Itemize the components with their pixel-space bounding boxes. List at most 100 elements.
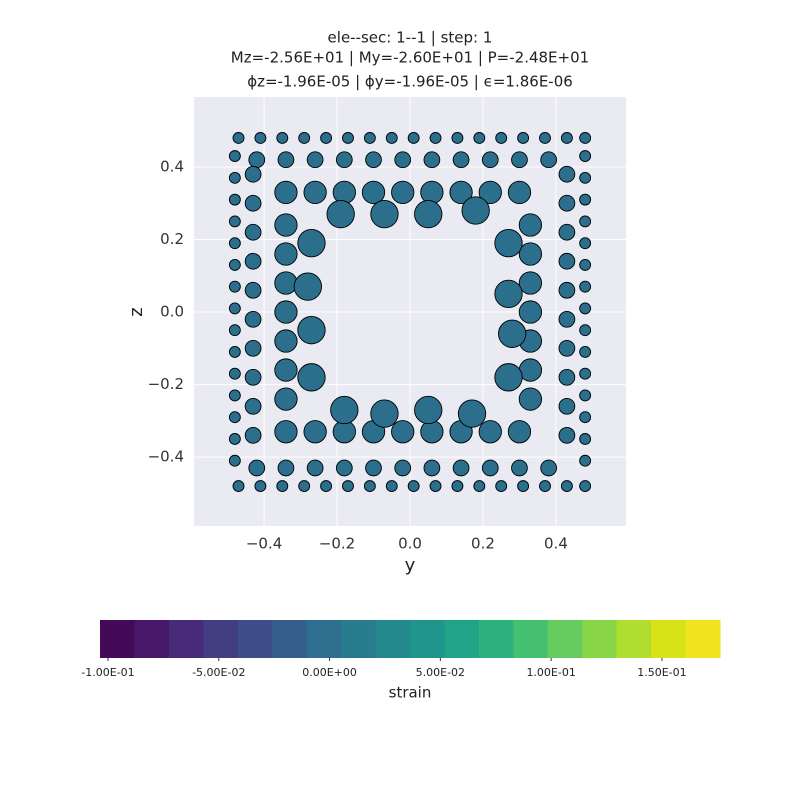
fiber: [517, 132, 530, 144]
fiber: [342, 132, 354, 144]
fiber: [473, 480, 486, 493]
fiber: [363, 480, 376, 493]
fiber: [579, 258, 592, 271]
y-tick-label: 0.2: [160, 230, 184, 248]
fiber: [228, 411, 241, 424]
fiber: [274, 180, 298, 205]
fiber: [274, 213, 298, 237]
colorbar-tick-label: 1.00E-01: [526, 666, 575, 679]
fiber: [461, 196, 490, 225]
fiber: [276, 132, 289, 144]
fiber: [420, 420, 444, 444]
fiber: [274, 358, 298, 382]
colorbar-tick-label: 1.50E-01: [637, 666, 686, 679]
fiber: [451, 132, 464, 144]
fiber: [478, 180, 502, 205]
fiber: [320, 132, 333, 144]
colorbar-segment: [616, 620, 652, 658]
fiber: [228, 215, 241, 228]
fiber: [518, 387, 543, 411]
fiber: [330, 395, 359, 425]
fiber: [320, 480, 333, 493]
fiber: [579, 367, 592, 380]
fiber: [449, 180, 473, 205]
fiber: [228, 454, 241, 467]
fiber: [244, 368, 262, 386]
fiber: [365, 151, 382, 169]
fiber: [228, 433, 241, 445]
fiber: [293, 272, 322, 301]
fiber: [420, 180, 444, 205]
fiber: [248, 151, 266, 169]
chart-subtitle: ϕz=-1.96E-05 | ϕy=-1.96E-05 | ϵ=1.86E-06: [247, 73, 573, 91]
fiber: [274, 242, 298, 266]
fiber: [498, 319, 527, 348]
fiber: [370, 199, 399, 229]
fiber: [244, 223, 262, 241]
fiber: [473, 132, 486, 144]
fiber: [451, 480, 464, 493]
fiber: [244, 397, 262, 415]
x-tick-label: −0.2: [319, 535, 355, 553]
fiber: [297, 363, 326, 392]
fiber: [228, 280, 241, 293]
fiber: [228, 171, 241, 184]
colorbar-segment: [444, 620, 480, 658]
fiber: [254, 132, 267, 144]
fiber: [558, 339, 576, 357]
fiber: [494, 279, 523, 309]
colorbar-segment: [685, 620, 721, 658]
fiber: [558, 194, 576, 212]
fiber: [507, 420, 532, 444]
fiber: [452, 151, 470, 169]
fiber: [518, 300, 543, 324]
fiber: [494, 363, 523, 392]
fiber: [558, 281, 576, 299]
fiber: [228, 324, 241, 337]
x-axis-label: y: [405, 555, 416, 576]
y-axis-label: z: [126, 307, 147, 316]
fiber: [332, 180, 356, 205]
fiber: [414, 395, 443, 425]
chart-title: ele--sec: 1--1 | step: 1: [328, 29, 493, 47]
fiber: [478, 420, 502, 444]
fiber: [385, 132, 398, 144]
fiber: [326, 199, 355, 229]
colorbar-segment: [513, 620, 549, 658]
colorbar-segment: [237, 620, 273, 658]
fiber: [297, 316, 326, 345]
fiber: [558, 397, 576, 415]
fiber: [494, 228, 523, 258]
fiber: [370, 399, 399, 428]
fiber: [407, 480, 420, 493]
fiber: [306, 459, 324, 477]
fiber: [579, 411, 592, 424]
fiber: [228, 389, 241, 402]
fiber: [539, 480, 551, 493]
fiber: [244, 252, 262, 270]
fiber: [558, 223, 576, 241]
fiber: [244, 339, 262, 357]
colorbar-segment: [272, 620, 308, 658]
fiber: [254, 480, 267, 493]
fiber: [540, 151, 558, 169]
fiber: [558, 368, 576, 386]
fiber: [579, 132, 592, 144]
fiber: [495, 480, 508, 493]
fiber: [457, 399, 487, 428]
fiber: [407, 132, 420, 144]
fiber: [481, 151, 499, 169]
fiber: [298, 132, 311, 144]
x-tick-label: 0.2: [471, 535, 495, 553]
fiber: [363, 132, 376, 144]
fiber: [452, 459, 470, 477]
colorbar-tick-label: 5.00E-02: [416, 666, 465, 679]
fiber: [303, 180, 327, 205]
fiber: [228, 367, 241, 380]
fiber: [391, 420, 415, 444]
fiber: [517, 480, 530, 493]
fiber: [274, 329, 298, 353]
y-tick-label: −0.2: [148, 375, 184, 393]
fiber: [303, 420, 327, 444]
